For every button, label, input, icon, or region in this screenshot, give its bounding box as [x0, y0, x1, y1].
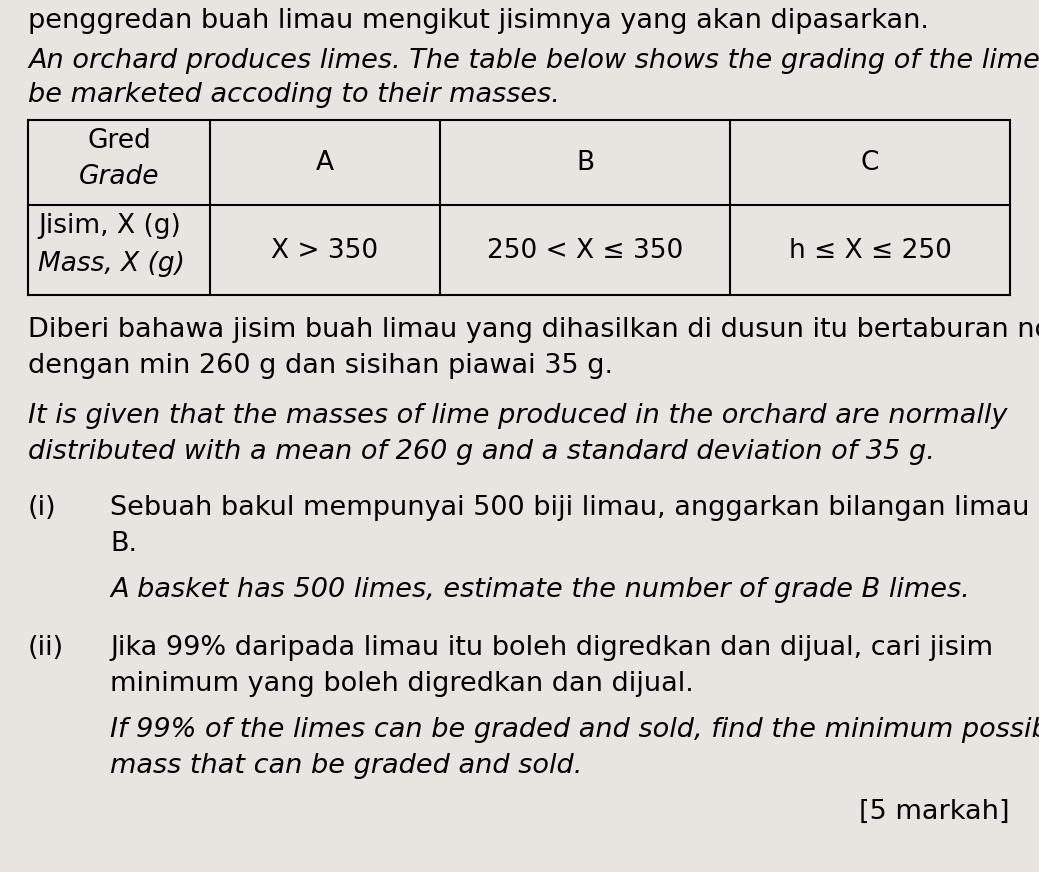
- Text: Diberi bahawa jisim buah limau yang dihasilkan di dusun itu bertaburan normal: Diberi bahawa jisim buah limau yang diha…: [28, 317, 1039, 343]
- Text: h ≤ X ≤ 250: h ≤ X ≤ 250: [789, 238, 952, 264]
- Text: mass that can be graded and sold.: mass that can be graded and sold.: [110, 753, 583, 779]
- Text: An orchard produces limes. The table below shows the grading of the limes to: An orchard produces limes. The table bel…: [28, 48, 1039, 74]
- Text: A basket has 500 limes, estimate the number of grade B limes.: A basket has 500 limes, estimate the num…: [110, 577, 969, 603]
- Text: If 99% of the limes can be graded and sold, find the minimum possible: If 99% of the limes can be graded and so…: [110, 717, 1039, 743]
- Text: [5 markah]: [5 markah]: [859, 799, 1010, 825]
- Text: Grade: Grade: [79, 164, 159, 190]
- Text: A: A: [316, 151, 334, 176]
- Text: penggredan buah limau mengikut jisimnya yang akan dipasarkan.: penggredan buah limau mengikut jisimnya …: [28, 8, 929, 34]
- Text: C: C: [861, 151, 879, 176]
- Text: B: B: [576, 151, 594, 176]
- Text: distributed with a mean of 260 g and a standard deviation of 35 g.: distributed with a mean of 260 g and a s…: [28, 439, 935, 465]
- Text: Jika 99% daripada limau itu boleh digredkan dan dijual, cari jisim: Jika 99% daripada limau itu boleh digred…: [110, 635, 993, 661]
- Text: minimum yang boleh digredkan dan dijual.: minimum yang boleh digredkan dan dijual.: [110, 671, 694, 697]
- Text: Sebuah bakul mempunyai 500 biji limau, anggarkan bilangan limau gred: Sebuah bakul mempunyai 500 biji limau, a…: [110, 495, 1039, 521]
- Text: Jisim, X (g): Jisim, X (g): [38, 213, 181, 239]
- Text: (i): (i): [28, 495, 56, 521]
- Text: B.: B.: [110, 531, 137, 557]
- Text: Mass, X (g): Mass, X (g): [38, 251, 185, 277]
- Text: (ii): (ii): [28, 635, 64, 661]
- Text: dengan min 260 g dan sisihan piawai 35 g.: dengan min 260 g dan sisihan piawai 35 g…: [28, 353, 613, 379]
- Text: 250 < X ≤ 350: 250 < X ≤ 350: [487, 238, 683, 264]
- Text: X > 350: X > 350: [271, 238, 378, 264]
- Text: It is given that the masses of lime produced in the orchard are normally: It is given that the masses of lime prod…: [28, 403, 1008, 429]
- Text: Gred: Gred: [87, 128, 151, 154]
- Text: be marketed accoding to their masses.: be marketed accoding to their masses.: [28, 82, 560, 108]
